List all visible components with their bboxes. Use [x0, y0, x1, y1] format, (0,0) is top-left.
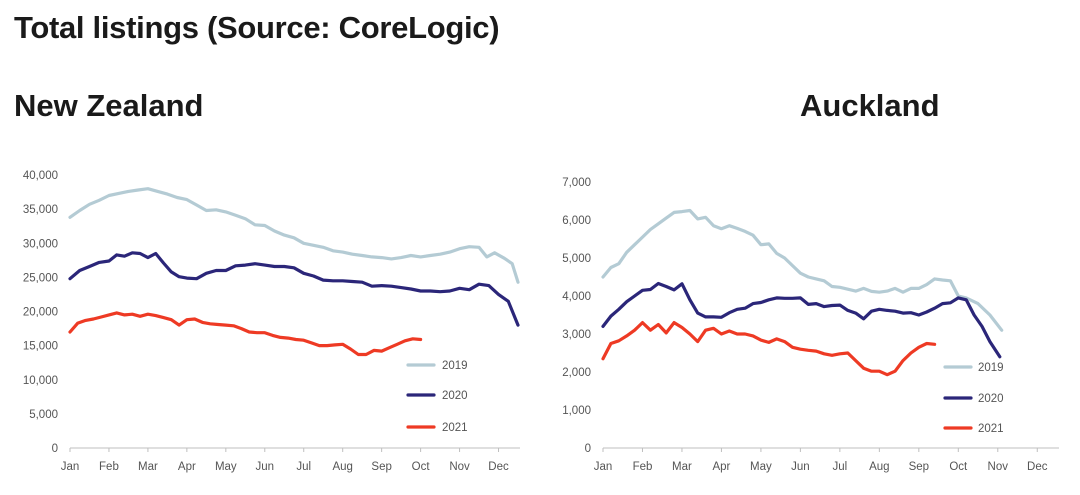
x-tick-label: Aug: [869, 461, 889, 473]
y-tick-label: 0: [52, 443, 58, 455]
x-tick-label: Jun: [256, 461, 275, 473]
legend-label-2021: 2021: [442, 422, 468, 434]
y-tick-label: 1,000: [562, 405, 591, 417]
x-tick-label: May: [215, 461, 237, 473]
y-tick-label: 0: [585, 443, 591, 455]
y-tick-label: 40,000: [23, 170, 58, 182]
y-tick-label: 7,000: [562, 177, 591, 189]
x-tick-label: Nov: [449, 461, 470, 473]
x-tick-label: Feb: [99, 461, 119, 473]
x-tick-label: Feb: [633, 461, 653, 473]
x-tick-label: Sep: [909, 461, 929, 473]
y-tick-label: 2,000: [562, 367, 591, 379]
legend-label-2019: 2019: [442, 360, 468, 372]
page-title: Total listings (Source: CoreLogic): [14, 10, 500, 45]
x-tick-label: Mar: [138, 461, 158, 473]
y-tick-label: 35,000: [23, 204, 58, 216]
x-tick-label: Jul: [296, 461, 311, 473]
x-tick-label: Jul: [833, 461, 848, 473]
x-tick-label: Dec: [488, 461, 509, 473]
x-tick-label: Sep: [371, 461, 391, 473]
series-line-2019: [68, 187, 520, 284]
series-line-2020: [68, 251, 520, 327]
series-line-2021: [68, 311, 423, 357]
y-tick-label: 25,000: [23, 272, 58, 284]
chart-auckland: 0 1,000 2,000 3,000 4,000 5,000 6,000 7,000 Jan F…: [562, 177, 1059, 473]
y-tick-label: 3,000: [562, 329, 591, 341]
y-tick-label: 30,000: [23, 238, 58, 250]
x-tick-label: Jan: [594, 461, 613, 473]
series-line-2021: [601, 321, 937, 377]
y-tick-label: 6,000: [562, 215, 591, 227]
x-tick-label: Dec: [1027, 461, 1048, 473]
x-tick-label: Jun: [791, 461, 810, 473]
x-tick-label: Jan: [61, 461, 80, 473]
series-line-2020: [601, 281, 1002, 359]
legend-label-2020: 2020: [978, 393, 1004, 405]
chart-new-zealand: 0 5,000 10,000 15,000 20,000 25,000 30,000 35,0…: [23, 170, 520, 473]
y-tick-label: 15,000: [23, 341, 58, 353]
y-tick-label: 5,000: [562, 253, 591, 265]
y-tick-label: 10,000: [23, 375, 58, 387]
chart-title-new-zealand: New Zealand: [14, 88, 204, 123]
series-line-2019: [601, 208, 1004, 332]
chart-title-auckland: Auckland: [800, 88, 940, 123]
x-tick-label: Apr: [712, 461, 730, 473]
x-tick-label: Oct: [412, 461, 431, 473]
y-tick-label: 20,000: [23, 307, 58, 319]
legend-label-2021: 2021: [978, 423, 1004, 435]
y-tick-label: 5,000: [29, 409, 58, 421]
x-tick-label: Mar: [672, 461, 692, 473]
legend-label-2020: 2020: [442, 390, 468, 402]
legend-label-2019: 2019: [978, 362, 1004, 374]
x-tick-label: Apr: [178, 461, 196, 473]
x-tick-label: May: [750, 461, 772, 473]
x-tick-label: Aug: [332, 461, 352, 473]
x-tick-label: Nov: [988, 461, 1009, 473]
x-tick-label: Oct: [949, 461, 968, 473]
y-tick-label: 4,000: [562, 291, 591, 303]
